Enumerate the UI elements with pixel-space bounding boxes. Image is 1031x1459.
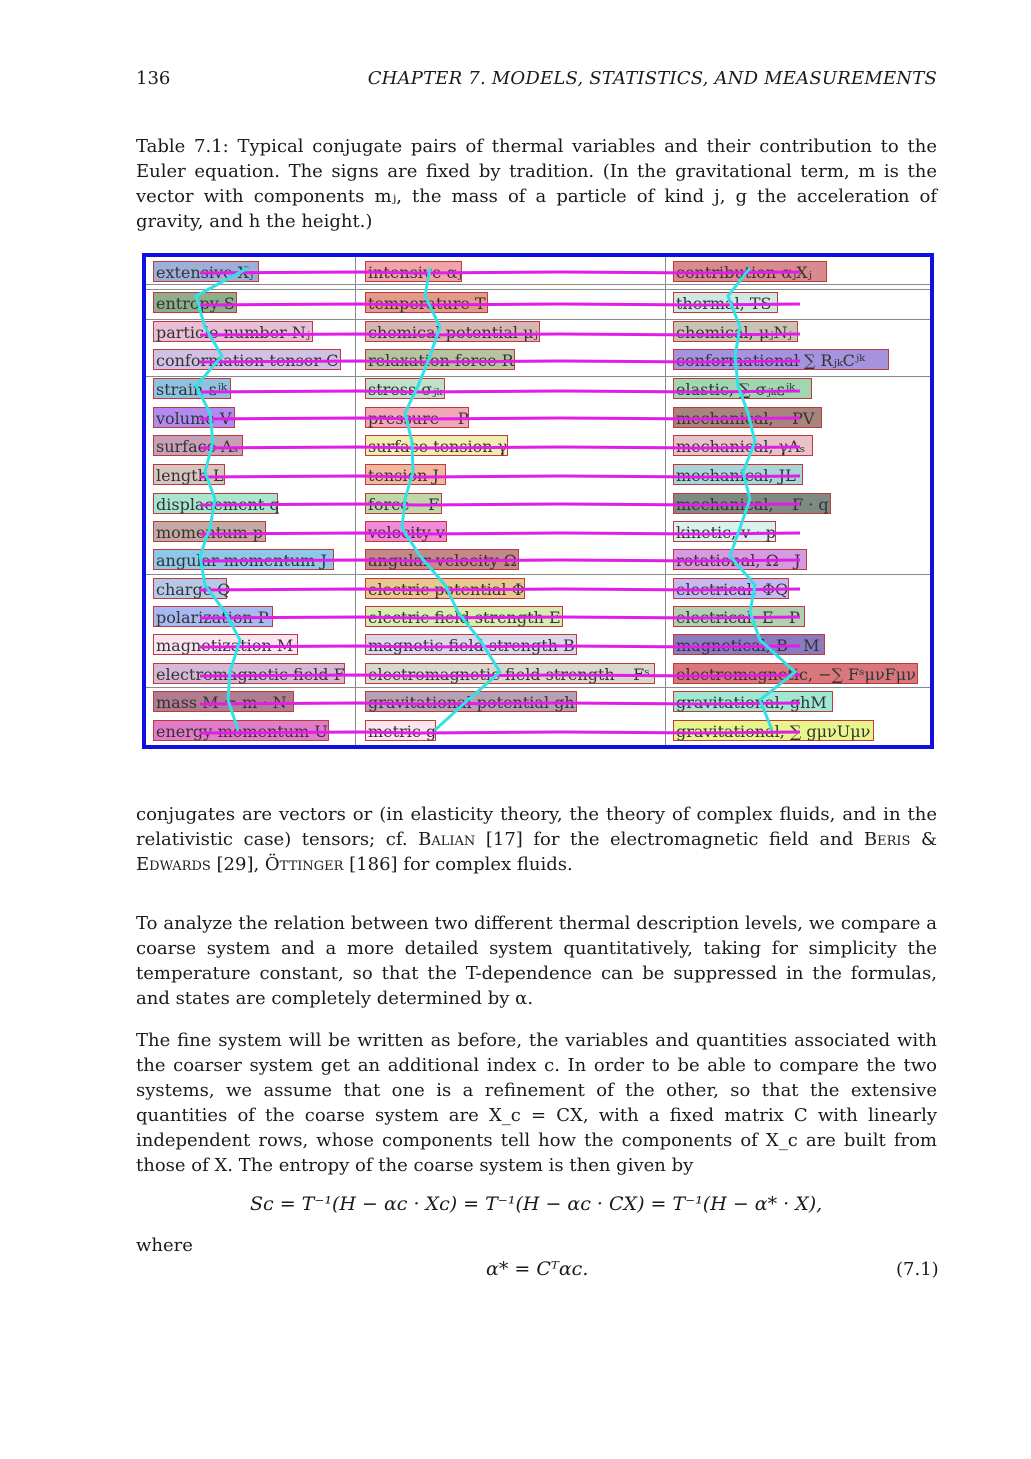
page-number: 136 bbox=[136, 68, 171, 89]
table-cell-contribution: mechanical, −F · q bbox=[673, 493, 831, 514]
table-cell-extensive: strain εʲᵏ bbox=[153, 378, 231, 399]
table-cell-intensive: gravitational potential gh bbox=[365, 691, 577, 712]
paragraph-coarse-system: To analyze the relation between two diff… bbox=[136, 913, 937, 1009]
column-divider bbox=[665, 257, 666, 745]
table-cell-intensive: angular velocity Ω bbox=[365, 549, 519, 570]
table-cell-extensive: mass M = m · N bbox=[153, 691, 294, 712]
paragraph-text: conjugates are vectors or (in elasticity… bbox=[136, 804, 937, 850]
table-caption: Table 7.1: Typical conjugate pairs of th… bbox=[136, 136, 937, 232]
table-cell-extensive: volume V bbox=[153, 407, 235, 428]
column-divider bbox=[355, 257, 356, 745]
row-divider bbox=[146, 376, 930, 377]
table-cell-intensive: force −F bbox=[365, 493, 442, 514]
chapter-title: CHAPTER 7. MODELS, STATISTICS, AND MEASU… bbox=[367, 68, 937, 89]
table-cell-intensive: electromagnetic field strength −Fˢ bbox=[365, 663, 655, 684]
table-cell-intensive: electric field strength E bbox=[365, 606, 563, 627]
table-cell-contribution: electrical, E · P bbox=[673, 606, 805, 627]
table-cell-extensive: polarization P bbox=[153, 606, 273, 627]
paragraph-text: [29], bbox=[210, 854, 265, 875]
equation-number: (7.1) bbox=[896, 1259, 939, 1280]
table-cell-contribution: gravitational, ∑ gμνUμν bbox=[673, 720, 874, 741]
table-cell-extensive: energy-momentum U bbox=[153, 720, 329, 741]
table-cell-contribution: conformational ∑ RⱼₖCʲᵏ bbox=[673, 349, 889, 370]
table-cell-contribution: magnetical, B · M bbox=[673, 634, 825, 655]
table-cell-contribution: mechanical, JL bbox=[673, 464, 803, 485]
table-cell-contribution: chemical, μⱼNⱼ bbox=[673, 321, 798, 342]
equation-alpha-star: α* = Cᵀαᴄ. bbox=[486, 1258, 589, 1280]
table-cell-intensive: intensive αⱼ bbox=[365, 261, 462, 282]
table-cell-contribution: contribution αⱼXⱼ bbox=[673, 261, 827, 282]
citation-author: Beris & Edwards bbox=[136, 829, 938, 875]
table-cell-contribution: thermal, TS bbox=[673, 292, 778, 313]
paragraph-text: [17] for the electromagnetic field and bbox=[475, 829, 864, 850]
table-cell-intensive: surface tension γ bbox=[365, 435, 508, 456]
table-cell-contribution: elastic, ∑ σⱼₖεʲᵏ bbox=[673, 378, 812, 399]
table-cell-intensive: pressure −P bbox=[365, 407, 469, 428]
table-cell-extensive: momentum p bbox=[153, 521, 266, 542]
table-cell-intensive: tension J bbox=[365, 464, 446, 485]
equation-entropy: Sᴄ = T⁻¹(H − αᴄ · Xᴄ) = T⁻¹(H − αᴄ · CX)… bbox=[250, 1193, 823, 1215]
table-cell-contribution: electromagnetic, −∑ FˢμνFμν bbox=[673, 663, 918, 684]
row-divider bbox=[146, 574, 930, 575]
citation-author: Öttinger bbox=[264, 854, 344, 875]
table-cell-extensive: length L bbox=[153, 464, 225, 485]
table-cell-extensive: conformation tensor C bbox=[153, 349, 341, 370]
conjugate-pairs-table: extensive Xⱼ intensive αⱼ contribution αⱼX… bbox=[142, 253, 934, 749]
citation-author: Balian bbox=[418, 829, 476, 850]
table-cell-extensive: entropy S bbox=[153, 292, 237, 313]
paragraph-fine-system: The fine system will be written as befor… bbox=[136, 1030, 937, 1176]
table-cell-intensive: relaxation force R bbox=[365, 349, 515, 370]
table-cell-extensive: surface Aₛ bbox=[153, 435, 243, 456]
table-cell-contribution: rotational, Ω · J bbox=[673, 549, 807, 570]
table-cell-intensive: stress σⱼₖ bbox=[365, 378, 445, 399]
table-cell-intensive: magnetic field strength B bbox=[365, 634, 577, 655]
table-cell-contribution: mechanical, γAₛ bbox=[673, 435, 813, 456]
table-cell-contribution: mechanical, −PV bbox=[673, 407, 822, 428]
paragraph-references: conjugates are vectors or (in elasticity… bbox=[136, 802, 937, 877]
paragraph-text: [186] for complex fluids. bbox=[343, 854, 573, 875]
table-cell-contribution: kinetic, v · p bbox=[673, 521, 776, 542]
row-divider bbox=[146, 687, 930, 688]
table-cell-intensive: temperature T bbox=[365, 292, 488, 313]
table-cell-extensive: magnetization M bbox=[153, 634, 298, 655]
row-divider bbox=[146, 319, 930, 320]
table-cell-intensive: chemical potential μⱼ bbox=[365, 321, 540, 342]
table-cell-extensive: extensive Xⱼ bbox=[153, 261, 259, 282]
table-cell-intensive: electric potential Φ bbox=[365, 578, 525, 599]
table-cell-intensive: velocity v bbox=[365, 521, 447, 542]
table-cell-extensive: displacement q bbox=[153, 493, 280, 514]
table-cell-extensive: angular momentum J bbox=[153, 549, 334, 570]
where-label: where bbox=[136, 1235, 193, 1256]
table-cell-intensive: metric g bbox=[365, 720, 436, 741]
table-cell-extensive: charge Q bbox=[153, 578, 230, 599]
table-cell-contribution: gravitational, ghM bbox=[673, 691, 833, 712]
table-cell-extensive: particle number Nⱼ bbox=[153, 321, 313, 342]
table-cell-extensive: electromagnetic field F bbox=[153, 663, 345, 684]
table-cell-contribution: electrical, ΦQ bbox=[673, 578, 789, 599]
row-divider bbox=[146, 284, 930, 290]
